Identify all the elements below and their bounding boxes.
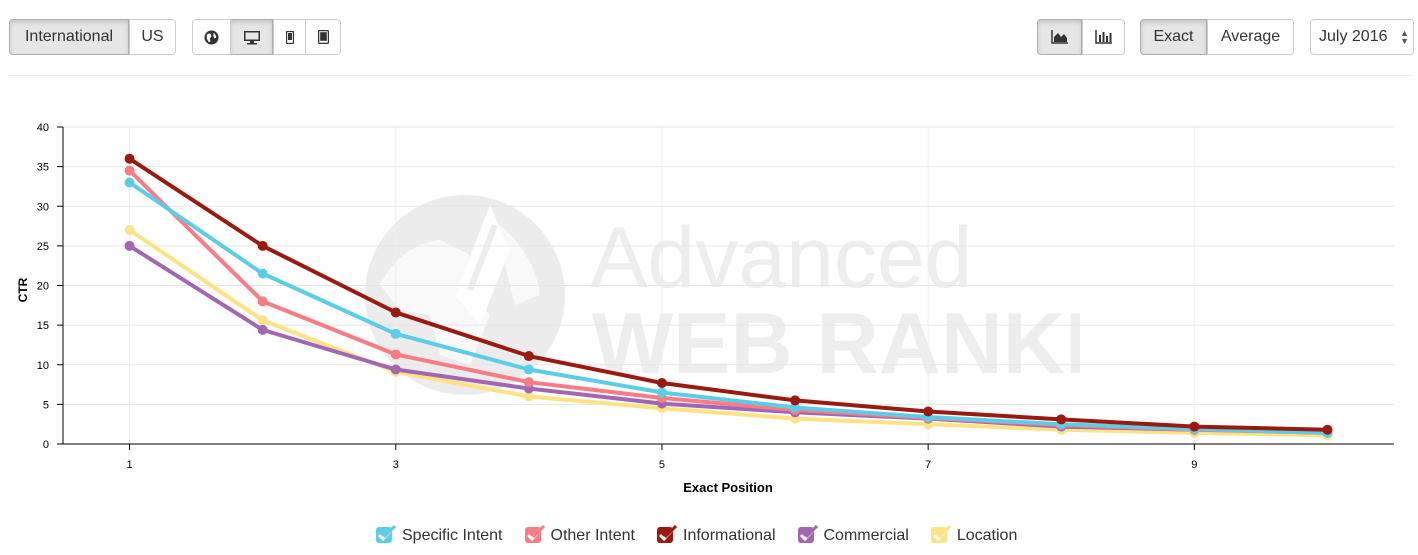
select-arrows-icon: ▲ ▼ (1400, 28, 1409, 46)
chart-legend: Specific Intent Other Intent Information… (376, 525, 1018, 545)
data-point (790, 395, 801, 406)
device-toggle (192, 19, 341, 55)
data-point (1189, 421, 1200, 432)
globe-icon (204, 29, 219, 45)
y-tick-label: 40 (37, 122, 49, 134)
chart-grid (63, 126, 1394, 445)
mode-exact-button[interactable]: Exact (1140, 19, 1207, 55)
data-point (523, 377, 534, 388)
y-tick-label: 0 (43, 439, 49, 451)
series-line (127, 156, 1330, 432)
checkbox-check-icon (797, 525, 818, 545)
mobile-icon (285, 30, 294, 44)
legend-label: Commercial (823, 527, 909, 544)
series-line (127, 228, 1330, 438)
data-point (390, 364, 401, 375)
device-tablet-button[interactable] (306, 19, 341, 55)
data-point (656, 387, 667, 398)
legend-label: Location (956, 527, 1018, 544)
region-toggle: International US (9, 19, 176, 55)
area-chart-button[interactable] (1037, 19, 1082, 55)
data-point (790, 402, 801, 413)
y-tick-label: 20 (37, 281, 49, 293)
legend-item[interactable]: Location (930, 525, 1018, 545)
legend-item[interactable]: Informational (657, 525, 776, 545)
data-point (257, 296, 268, 307)
y-tick-label: 10 (37, 360, 49, 372)
mode-toggle: Exact Average (1140, 19, 1294, 55)
month-select-value: July 2016 (1319, 28, 1388, 45)
device-desktop-button[interactable] (231, 19, 273, 55)
mode-average-button[interactable]: Average (1207, 19, 1294, 55)
device-mobile-button[interactable] (273, 19, 306, 55)
x-tick-label: 5 (659, 459, 665, 471)
data-point (257, 268, 268, 279)
checkbox-check-icon (657, 525, 677, 545)
data-point (257, 324, 268, 335)
checkbox-check-icon (524, 525, 545, 545)
y-tick-label: 30 (37, 201, 49, 213)
legend-item[interactable]: Other Intent (524, 525, 636, 545)
legend-item[interactable]: Commercial (797, 525, 909, 545)
data-point (656, 377, 667, 388)
y-tick-label: 25 (37, 241, 49, 253)
chart-series (124, 153, 1333, 441)
x-tick-label: 7 (925, 459, 931, 471)
legend-item[interactable]: Specific Intent (376, 525, 503, 545)
data-point (1322, 424, 1333, 435)
x-axis-label: Exact Position (683, 480, 773, 495)
data-point (124, 165, 135, 176)
data-point (390, 349, 401, 360)
y-axis-label: CTR (16, 277, 30, 302)
series-group (124, 177, 1333, 438)
desktop-icon (243, 30, 260, 44)
region-international-button[interactable]: International (9, 19, 129, 55)
data-point (124, 240, 135, 251)
data-point (523, 351, 534, 362)
bar-chart-icon (1094, 30, 1112, 44)
data-point (257, 315, 268, 326)
data-point (124, 177, 135, 188)
x-tick-label: 1 (126, 459, 132, 471)
chart-type-toggle (1037, 19, 1125, 55)
legend-label: Informational (683, 527, 776, 544)
month-select[interactable]: July 2016 ▲ ▼ (1310, 19, 1414, 55)
tablet-icon (317, 30, 329, 44)
checkbox-check-icon (930, 525, 951, 545)
legend-label: Other Intent (550, 527, 636, 544)
bar-chart-button[interactable] (1082, 19, 1125, 55)
checkbox-check-icon (376, 525, 396, 545)
toolbar-divider (9, 75, 1413, 76)
data-point (124, 153, 135, 164)
data-point (390, 307, 401, 318)
data-point (523, 364, 534, 375)
data-point (257, 240, 268, 251)
data-point (923, 406, 934, 417)
region-us-button[interactable]: US (129, 19, 176, 55)
data-point (124, 225, 135, 236)
data-point (1056, 414, 1067, 425)
device-all-button[interactable] (192, 19, 231, 55)
y-tick-label: 5 (43, 399, 49, 411)
legend-label: Specific Intent (402, 527, 503, 544)
series-line (127, 180, 1330, 435)
series-group (124, 153, 1333, 435)
data-point (390, 328, 401, 339)
data-point (523, 391, 534, 402)
x-tick-label: 9 (1191, 459, 1197, 471)
y-tick-label: 35 (37, 162, 49, 174)
area-chart-icon (1050, 30, 1068, 44)
y-tick-label: 15 (37, 320, 49, 332)
x-tick-label: 3 (393, 459, 399, 471)
